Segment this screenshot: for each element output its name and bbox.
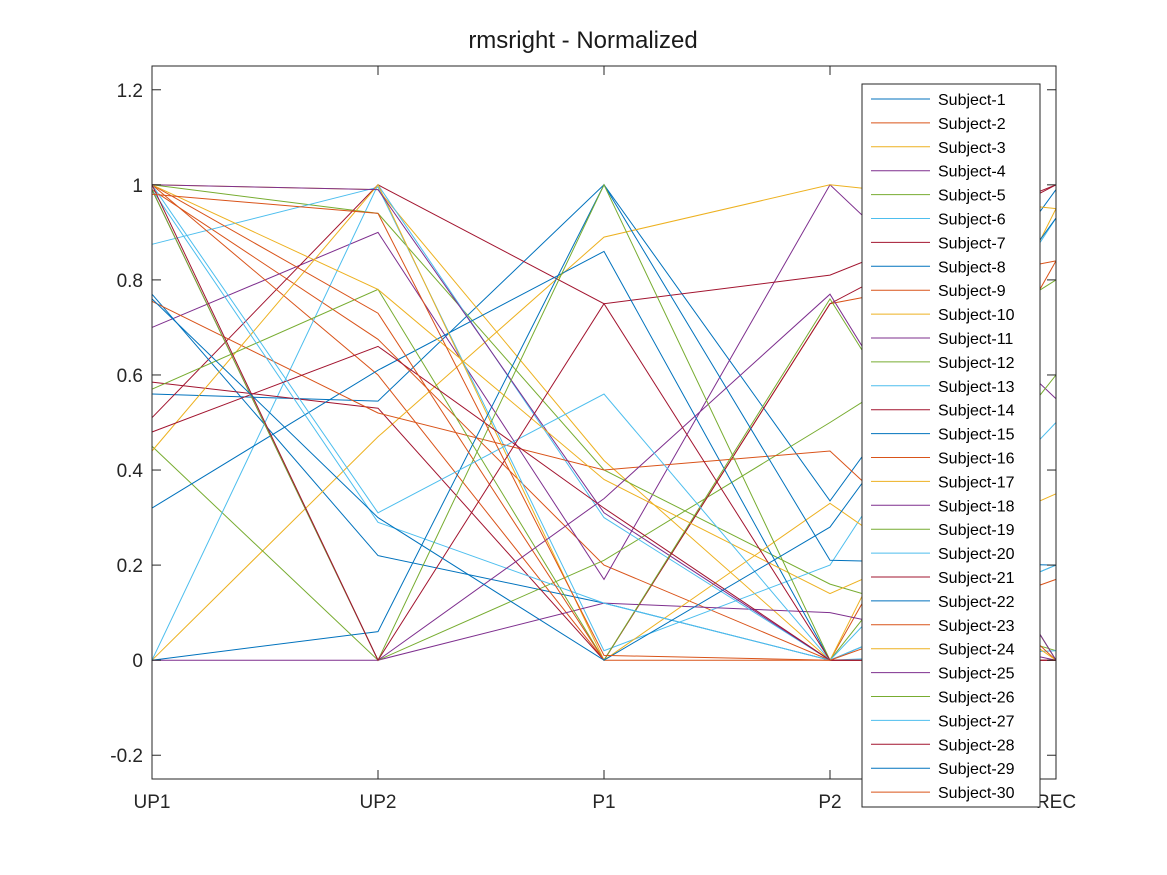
legend-entry-subject-18: Subject-18: [938, 498, 1015, 515]
legend-entry-subject-11: Subject-11: [938, 331, 1013, 348]
chart-title: rmsright - Normalized: [468, 27, 697, 54]
legend-entry-subject-26: Subject-26: [938, 690, 1015, 707]
x-tick-label-up2: UP2: [360, 792, 397, 813]
legend-entry-subject-20: Subject-20: [938, 546, 1015, 563]
legend-entry-subject-5: Subject-5: [938, 188, 1006, 205]
legend-entry-subject-28: Subject-28: [938, 737, 1015, 754]
x-tick-label-p1: P1: [592, 792, 615, 813]
legend-entry-subject-14: Subject-14: [938, 403, 1015, 420]
legend-entry-subject-13: Subject-13: [938, 379, 1015, 396]
legend-entry-subject-22: Subject-22: [938, 594, 1015, 611]
y-tick-label: 0: [132, 651, 143, 672]
legend-entry-subject-12: Subject-12: [938, 355, 1015, 372]
y-tick-label: 0.2: [117, 556, 143, 577]
legend-entry-subject-27: Subject-27: [938, 713, 1015, 730]
legend-entry-subject-15: Subject-15: [938, 427, 1015, 444]
legend-entry-subject-7: Subject-7: [938, 235, 1006, 252]
y-tick-label: 0.6: [117, 366, 143, 387]
legend-entry-subject-3: Subject-3: [938, 140, 1006, 157]
x-tick-label-rec: REC: [1036, 792, 1076, 813]
y-tick-label: 1: [132, 176, 143, 197]
legend-entry-subject-21: Subject-21: [938, 570, 1015, 587]
legend-entry-subject-23: Subject-23: [938, 618, 1015, 635]
legend-entry-subject-10: Subject-10: [938, 307, 1015, 324]
legend-entry-subject-1: Subject-1: [938, 92, 1006, 109]
y-tick-label: 0.4: [117, 461, 144, 482]
legend-box: [861, 83, 1041, 808]
y-tick-label: -0.2: [110, 746, 143, 767]
legend-entry-subject-30: Subject-30: [938, 785, 1015, 802]
legend-entry-subject-9: Subject-9: [938, 283, 1006, 300]
legend-entry-subject-4: Subject-4: [938, 164, 1006, 181]
plot-area: -0.2 0 0.2 0.4 0.6 0.8 1 1.2 UP1 UP2 P1 P2 REC Subjec…: [110, 65, 1076, 813]
legend-entry-subject-29: Subject-29: [938, 761, 1015, 778]
legend-entry-subject-24: Subject-24: [938, 642, 1015, 659]
legend-entry-subject-2: Subject-2: [938, 116, 1006, 133]
legend-entry-subject-16: Subject-16: [938, 451, 1015, 468]
y-tick-label: 1.2: [117, 81, 143, 102]
x-tick-label-p2: P2: [818, 792, 841, 813]
legend-entry-subject-25: Subject-25: [938, 666, 1015, 683]
y-tick-label: 0.8: [117, 271, 143, 292]
legend-entry-subject-19: Subject-19: [938, 522, 1015, 539]
legend-entry-subject-8: Subject-8: [938, 259, 1006, 276]
legend-entry-subject-17: Subject-17: [938, 474, 1015, 491]
legend-entry-subject-6: Subject-6: [938, 212, 1006, 229]
x-tick-label-up1: UP1: [134, 792, 171, 813]
